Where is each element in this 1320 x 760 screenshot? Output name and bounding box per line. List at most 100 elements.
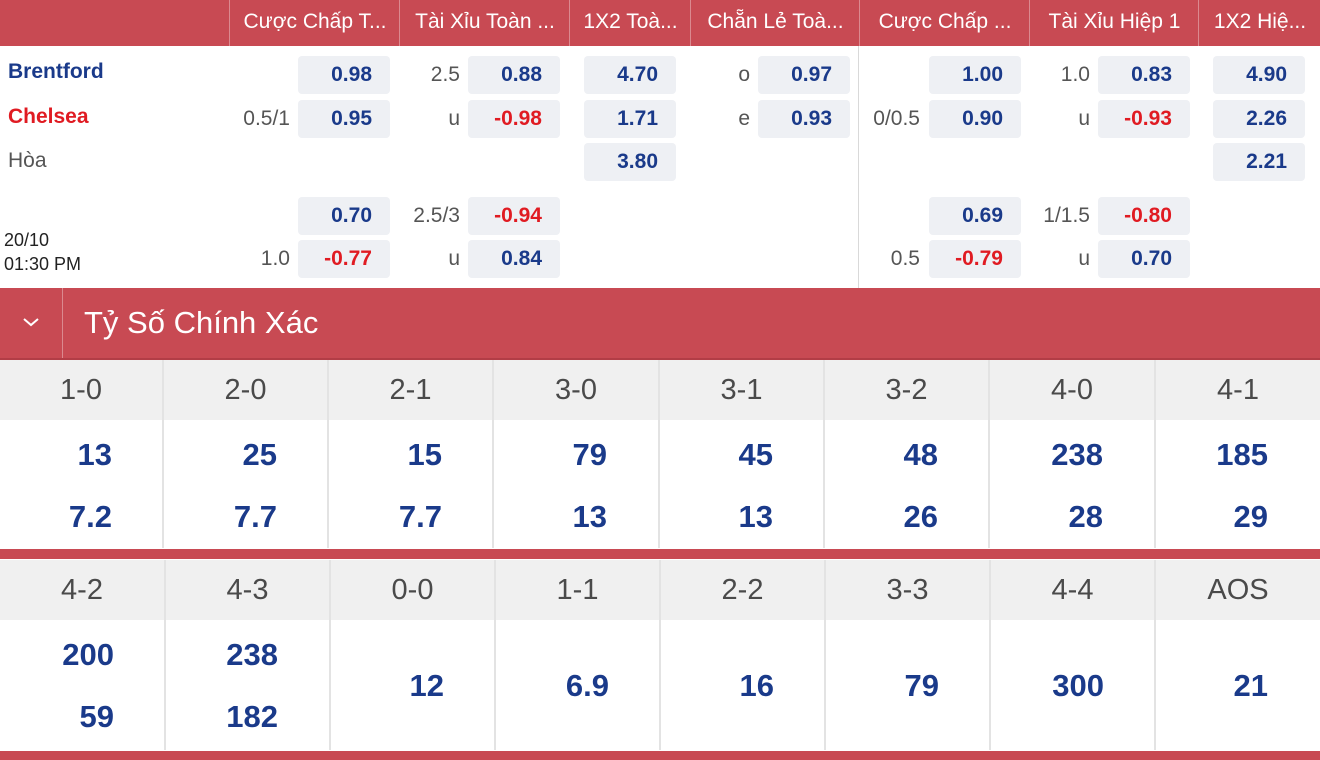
column-divider [659,560,661,750]
score-label: 1-0 [0,360,162,420]
score-label: 2-1 [329,360,492,420]
score-label: 3-1 [660,360,823,420]
score-label: 4-0 [990,360,1154,420]
column-divider [327,360,329,548]
odds-button[interactable]: 2.21 [1213,143,1305,181]
score-odds[interactable]: 300 [1052,668,1104,703]
odds-button[interactable]: 0.83 [1098,56,1190,94]
score-odds-home[interactable]: 13 [77,437,112,472]
column-divider [658,360,660,548]
score-label: 4-2 [0,560,164,620]
odds-button[interactable]: 2.26 [1213,100,1305,138]
odds-button[interactable]: 0.88 [468,56,560,94]
odds-button[interactable]: -0.94 [468,197,560,235]
tab-over-under-full[interactable]: Tài Xỉu Toàn ... [399,0,570,46]
odds-button[interactable]: 1.00 [929,56,1021,94]
score-odds[interactable]: 12 [409,668,444,703]
score-odds-away[interactable]: 7.2 [68,499,112,534]
score-label: 4-1 [1156,360,1320,420]
grid-separator [0,751,1320,760]
odds-button[interactable]: 3.80 [584,143,676,181]
tab-1x2-full[interactable]: 1X2 Toà... [569,0,691,46]
odds-button[interactable]: 1.71 [584,100,676,138]
score-odds[interactable]: 6.9 [565,668,609,703]
score-odds-away[interactable]: 7.7 [233,499,277,534]
column-divider [988,360,990,548]
odds-button[interactable]: 0.70 [298,197,390,235]
column-divider [494,560,496,750]
odds-button[interactable]: 0.84 [468,240,560,278]
odds-button[interactable]: 0.97 [758,56,850,94]
under-label: u [448,107,460,130]
score-odds[interactable]: 16 [739,668,774,703]
score-odds-home[interactable]: 15 [407,437,442,472]
h1-over-under-line: 1/1.5 [1043,204,1090,227]
score-label: 4-4 [991,560,1154,620]
odds-button[interactable]: -0.93 [1098,100,1190,138]
odds-button[interactable]: -0.98 [468,100,560,138]
column-divider [492,360,494,548]
column-divider [823,360,825,548]
odds-button[interactable]: 0.98 [298,56,390,94]
odd-label: o [738,63,750,86]
score-odds-away[interactable]: 13 [572,499,607,534]
score-label: 3-3 [826,560,989,620]
odds-button[interactable]: 0.90 [929,100,1021,138]
score-odds-home[interactable]: 25 [242,437,277,472]
match-date: 20/10 [4,230,50,250]
h1-handicap-line: 0.5 [890,247,920,270]
tab-handicap-h1[interactable]: Cược Chấp ... [859,0,1030,46]
column-divider [162,360,164,548]
column-divider [1154,560,1156,750]
score-odds-away[interactable]: 26 [903,499,938,534]
score-odds-home[interactable]: 200 [62,637,114,672]
under-label: u [1078,107,1090,130]
odds-button[interactable]: 0.69 [929,197,1021,235]
draw-label: Hòa [8,149,47,172]
home-team-name: Brentford [8,60,104,83]
tab-1x2-h1[interactable]: 1X2 Hiệ... [1198,0,1320,46]
score-odds-home[interactable]: 48 [903,437,938,472]
odds-button[interactable]: 4.70 [584,56,676,94]
odds-button[interactable]: 0.95 [298,100,390,138]
over-under-line: 2.5 [430,63,460,86]
tab-over-under-h1[interactable]: Tài Xỉu Hiệp 1 [1029,0,1199,46]
score-odds-away[interactable]: 29 [1233,499,1268,534]
score-label: 2-2 [661,560,824,620]
score-odds-away[interactable]: 13 [738,499,773,534]
score-label: 3-2 [825,360,988,420]
under-label: u [1078,247,1090,270]
score-odds-home[interactable]: 238 [1051,437,1103,472]
score-odds-away[interactable]: 28 [1068,499,1103,534]
odds-button[interactable]: -0.79 [929,240,1021,278]
odds-button[interactable]: 0.93 [758,100,850,138]
away-team-name: Chelsea [8,105,89,128]
column-divider [989,560,991,750]
score-odds-home[interactable]: 238 [226,637,278,672]
column-divider [824,560,826,750]
odds-button[interactable]: 4.90 [1213,56,1305,94]
score-label: 0-0 [331,560,494,620]
score-odds-away[interactable]: 182 [226,699,278,734]
handicap-line: 1.0 [260,247,290,270]
odds-button[interactable]: -0.77 [298,240,390,278]
odds-header: Cược Chấp T... Tài Xỉu Toàn ... 1X2 Toà.… [0,0,1320,46]
odds-button[interactable]: 0.70 [1098,240,1190,278]
score-odds-away[interactable]: 7.7 [398,499,442,534]
score-odds[interactable]: 79 [904,668,939,703]
correct-score-section-bar[interactable] [0,288,1320,360]
score-odds-home[interactable]: 185 [1216,437,1268,472]
odds-button[interactable]: -0.80 [1098,197,1190,235]
score-odds[interactable]: 21 [1233,668,1268,703]
tab-odd-even-full[interactable]: Chẵn Lẻ Toà... [690,0,860,46]
score-label: 3-0 [494,360,658,420]
score-odds-home[interactable]: 45 [738,437,773,472]
collapse-toggle[interactable] [0,288,63,358]
score-odds-home[interactable]: 79 [572,437,607,472]
tab-handicap-full[interactable]: Cược Chấp T... [229,0,400,46]
score-odds-away[interactable]: 59 [79,699,114,734]
over-under-line: 2.5/3 [413,204,460,227]
column-divider [164,560,166,750]
chevron-down-icon [23,318,39,327]
score-label: 1-1 [496,560,659,620]
